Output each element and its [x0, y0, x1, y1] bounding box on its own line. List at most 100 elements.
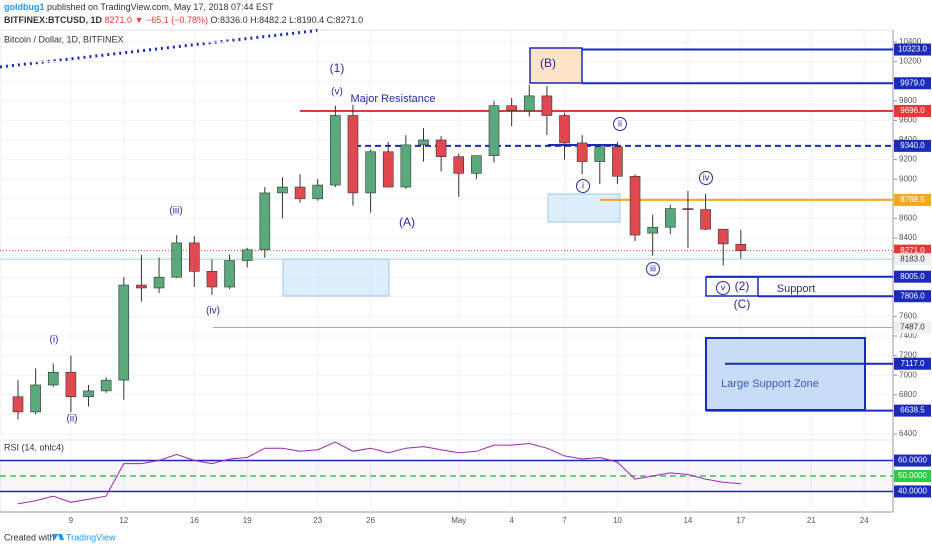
- author[interactable]: goldbug1: [4, 2, 45, 12]
- y-tick-label: 9200: [899, 155, 917, 164]
- candle-body: [277, 186, 288, 194]
- zones: [282, 47, 866, 411]
- level-label: 9340.0: [900, 141, 925, 150]
- x-tick-label: May: [451, 516, 466, 525]
- wave-circle: [646, 262, 660, 276]
- level-label-box: [894, 321, 931, 334]
- level-label-box: [894, 253, 931, 266]
- footer-created: Created with: [4, 532, 55, 542]
- level-label: 7806.0: [900, 291, 925, 300]
- annotation: Major Resistance: [351, 93, 436, 105]
- annotation: ii: [618, 118, 622, 128]
- candle-body: [506, 105, 517, 111]
- candle-body: [224, 260, 235, 288]
- annotation: Large Support Zone: [721, 378, 819, 390]
- wave-circle: [716, 281, 730, 295]
- zone-large-support: [705, 337, 866, 411]
- wave-circle: [699, 171, 713, 185]
- y-tick-label: 9000: [899, 174, 917, 183]
- wave-circle: [576, 179, 590, 193]
- zone-b: [529, 47, 583, 84]
- x-tick-label: 19: [243, 516, 252, 525]
- footer-brand[interactable]: TradingView: [66, 532, 116, 542]
- level-label: 9979.0: [900, 78, 925, 87]
- candle-body: [418, 139, 429, 146]
- candle-body: [83, 390, 94, 398]
- candle-body: [717, 228, 729, 245]
- level-label-box: [894, 357, 931, 370]
- annotation: (v): [331, 87, 343, 98]
- level-label-box: [894, 404, 931, 417]
- candle-body: [612, 146, 623, 177]
- annotation: (i): [50, 335, 59, 346]
- candle-body: [294, 186, 306, 200]
- candle-body: [118, 284, 130, 381]
- candle-body: [382, 151, 394, 188]
- y-tick-label: 9600: [899, 116, 917, 125]
- candle-body: [206, 271, 218, 288]
- candle-body: [365, 151, 376, 194]
- annotation: (2): [735, 279, 750, 293]
- x-tick-label: 23: [313, 516, 322, 525]
- y-tick-label: 10400: [899, 37, 922, 46]
- x-tick-label: 10: [613, 516, 622, 525]
- candle-body: [682, 208, 694, 210]
- x-tick-label: 12: [119, 516, 128, 525]
- level-label: 8183.0: [900, 254, 925, 263]
- level-label-box: [894, 270, 931, 283]
- trend-line: [0, 28, 323, 69]
- candle-body: [400, 144, 412, 188]
- candle-body: [541, 95, 553, 116]
- annotation: v: [721, 282, 726, 292]
- annotation: (iii): [169, 206, 182, 217]
- annotation: iii: [650, 263, 656, 273]
- x-tick-label: 4: [509, 516, 514, 525]
- y-tick-label: 10200: [899, 57, 922, 66]
- annotation: (B): [540, 56, 556, 70]
- level-label: 8271.0: [900, 246, 925, 255]
- x-tick-label: 21: [807, 516, 816, 525]
- x-tick-label: 14: [683, 516, 692, 525]
- rsi-line: [17, 441, 741, 505]
- candle-body: [100, 379, 112, 392]
- candle-body: [12, 396, 24, 413]
- candle-body: [453, 156, 465, 174]
- candle-body: [171, 242, 182, 278]
- logo: [52, 534, 64, 540]
- x-tick-label: 17: [736, 516, 745, 525]
- ohlc: O:8336.0 H:8482.2 L:8190.4 C:8271.0: [210, 15, 364, 25]
- y-tick-label: 9800: [899, 96, 917, 105]
- y-tick-label: 7600: [899, 312, 917, 321]
- header-line: goldbug1 published on TradingView.com, M…: [4, 2, 274, 12]
- candle-body: [629, 175, 641, 236]
- candle-body: [312, 184, 324, 200]
- level-label: 8788.5: [900, 195, 925, 204]
- wave-circle: [613, 117, 627, 131]
- x-tick-label: 26: [366, 516, 375, 525]
- x-tick-label: 16: [190, 516, 199, 525]
- annotation: (1): [330, 61, 345, 75]
- annotation: (C): [734, 297, 751, 311]
- rsi-tick-box: [894, 485, 931, 498]
- annotation: (iv): [206, 306, 220, 317]
- candle-body: [65, 371, 77, 398]
- candle-body: [523, 95, 535, 111]
- candle-body: [435, 139, 447, 157]
- level-label-box: [894, 290, 931, 303]
- chart-title: Bitcoin / Dollar, 1D, BITFINEX: [4, 34, 124, 44]
- change: ▼ −65.1 (−0.78%): [134, 15, 209, 25]
- y-tick-label: 7200: [899, 351, 917, 360]
- y-tick-label: 6800: [899, 390, 917, 399]
- y-tick-label: 8600: [899, 214, 917, 223]
- symbol-line: BITFINEX:BTCUSD, 1D 8271.0 ▼ −65.1 (−0.7…: [4, 15, 363, 25]
- candle-body: [576, 142, 588, 162]
- zone-i: [547, 193, 621, 223]
- y-tick-label: 6400: [899, 429, 917, 438]
- published: published on TradingView.com, May 17, 20…: [47, 2, 274, 12]
- level-label: 7487.0: [900, 323, 925, 332]
- candle-body: [47, 371, 59, 386]
- annotation: (ii): [66, 414, 77, 425]
- last-price: 8271.0: [104, 15, 133, 25]
